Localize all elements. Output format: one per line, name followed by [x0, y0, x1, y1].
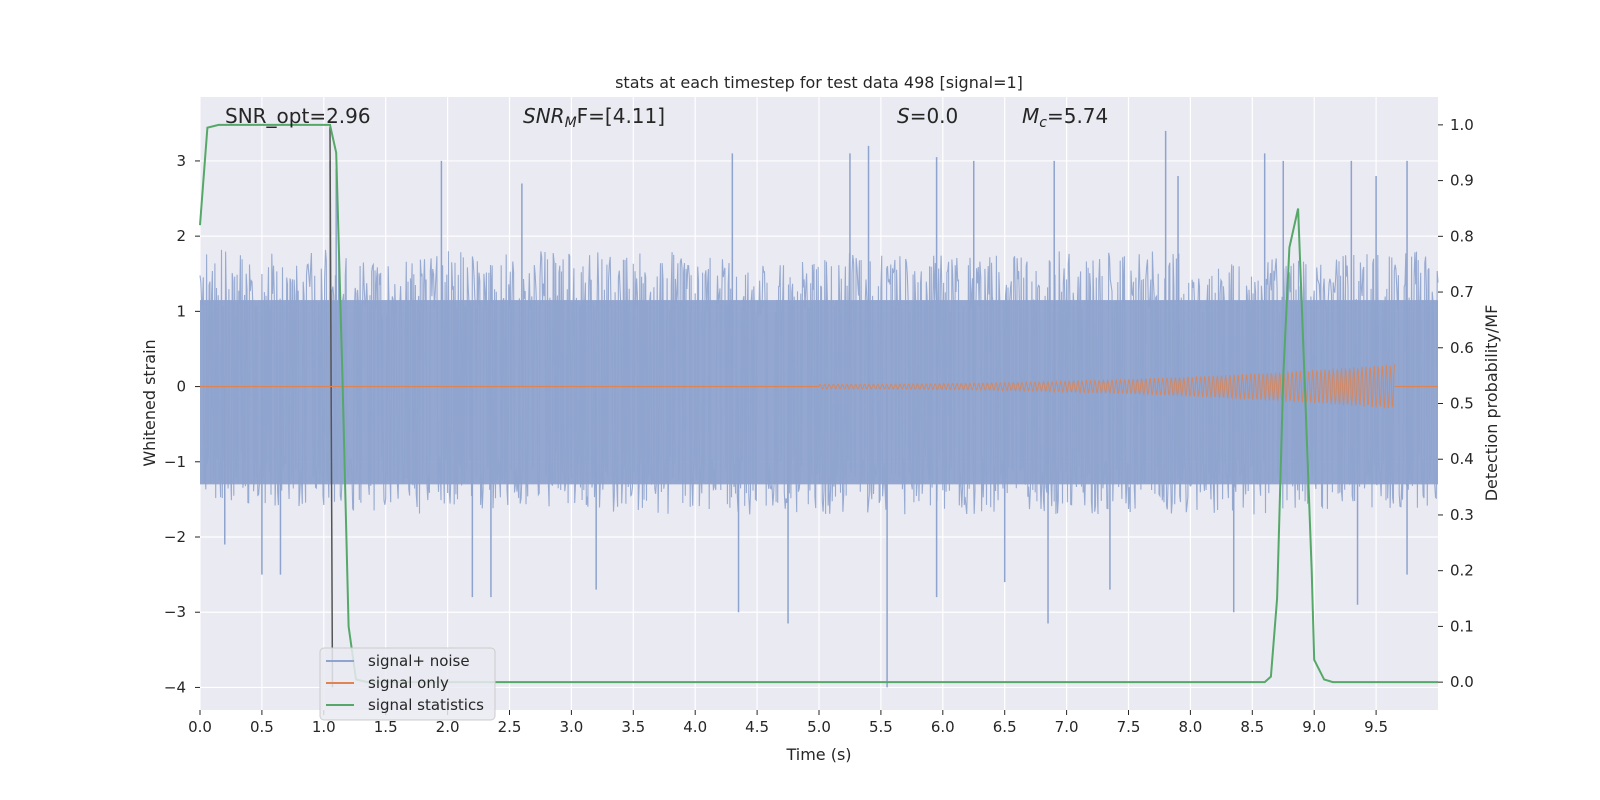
x-tick-label: 3.0: [559, 718, 583, 736]
x-tick-label: 3.5: [621, 718, 645, 736]
matched-filter-line: [329, 127, 334, 688]
x-tick-label: 1.5: [374, 718, 398, 736]
y2-tick-label: 0.4: [1450, 450, 1474, 468]
y-tick-label: −2: [164, 528, 186, 546]
x-axis-label: Time (s): [785, 745, 851, 764]
y-tick-label: 2: [176, 227, 186, 245]
x-tick-label: 0.0: [188, 718, 212, 736]
annotation-mc: Mc=5.74: [1022, 104, 1108, 131]
x-tick-label: 5.0: [807, 718, 831, 736]
legend-label-noise: signal+ noise: [368, 652, 470, 670]
signal-statistics-series: [199, 123, 1438, 684]
y-axis-ticks: 3 2 1 0 −1 −2 −3 −4: [164, 152, 200, 696]
y2-tick-label: 0.7: [1450, 283, 1474, 301]
x-tick-label: 8.0: [1178, 718, 1202, 736]
legend-label-signal: signal only: [368, 674, 449, 692]
x-tick-label: 7.5: [1117, 718, 1141, 736]
x-tick-label: 7.0: [1055, 718, 1079, 736]
y2-axis-ticks: 1.0 0.9 0.8 0.7 0.6 0.5 0.4 0.3 0.2 0.1 0.0: [1438, 116, 1474, 691]
y2-tick-label: 0.0: [1450, 673, 1474, 691]
x-tick-label: 5.5: [869, 718, 893, 736]
y2-tick-label: 0.2: [1450, 562, 1474, 580]
legend-box: [319, 647, 496, 721]
y-tick-label: 0: [176, 378, 186, 396]
y-tick-label: −3: [164, 603, 186, 621]
y2-tick-label: 0.3: [1450, 506, 1474, 524]
annotation-snr-mf: SNRMF=[4.11]: [523, 104, 665, 131]
x-tick-label: 2.0: [436, 718, 460, 736]
x-tick-label: 9.5: [1364, 718, 1388, 736]
x-tick-label: 1.0: [312, 718, 336, 736]
y2-tick-label: 0.6: [1450, 339, 1474, 357]
annotation-mc-symbol: M: [1022, 104, 1039, 128]
x-tick-label: 4.5: [745, 718, 769, 736]
x-tick-label: 0.5: [250, 718, 274, 736]
annotation-snr-mf-value: F=[4.11]: [577, 104, 665, 128]
signal-chirp: [818, 364, 1396, 409]
y-tick-label: 3: [176, 152, 186, 170]
x-tick-label: 6.5: [993, 718, 1017, 736]
x-tick-label: 8.5: [1240, 718, 1264, 736]
y-tick-label: −4: [164, 678, 186, 696]
annotation-mc-subscript: c: [1039, 115, 1047, 131]
annotation-s-value: =0.0: [910, 104, 959, 128]
annotation-snr-mf-subscript: M: [565, 115, 577, 131]
annotation-mc-value: =5.74: [1047, 104, 1108, 128]
x-tick-label: 6.0: [931, 718, 955, 736]
chart-title: stats at each timestep for test data 498…: [615, 73, 1023, 92]
y-axis-label: Whitened strain: [140, 339, 159, 466]
y2-tick-label: 0.9: [1450, 172, 1474, 190]
x-tick-label: 2.5: [498, 718, 522, 736]
legend: signal+ noise signal only signal statist…: [319, 647, 496, 721]
x-axis-ticks: 0.0 0.5 1.0 1.5 2.0 2.5 3.0 3.5 4.0 4.5 5.0 5.5 6.0 6…: [188, 710, 1388, 736]
x-tick-label: 4.0: [683, 718, 707, 736]
y2-tick-label: 0.8: [1450, 227, 1474, 245]
y-tick-label: 1: [176, 302, 186, 320]
annotation-snr-mf-symbol: SNR: [523, 104, 565, 128]
y2-tick-label: 0.1: [1450, 617, 1474, 635]
y2-tick-label: 0.5: [1450, 395, 1474, 413]
annotation-s-symbol: S: [897, 104, 910, 128]
y-tick-label: −1: [164, 453, 186, 471]
y2-axis-label: Detection probability/MF: [1482, 305, 1501, 502]
signal-only-series: [200, 364, 1438, 409]
annotation-s: S=0.0: [897, 104, 958, 128]
signal-statistics-line: [199, 123, 1438, 684]
annotation-snr-opt: SNR_opt=2.96: [225, 104, 371, 128]
legend-label-stats: signal statistics: [368, 696, 484, 714]
y2-tick-label: 1.0: [1450, 116, 1474, 134]
x-tick-label: 9.0: [1302, 718, 1326, 736]
